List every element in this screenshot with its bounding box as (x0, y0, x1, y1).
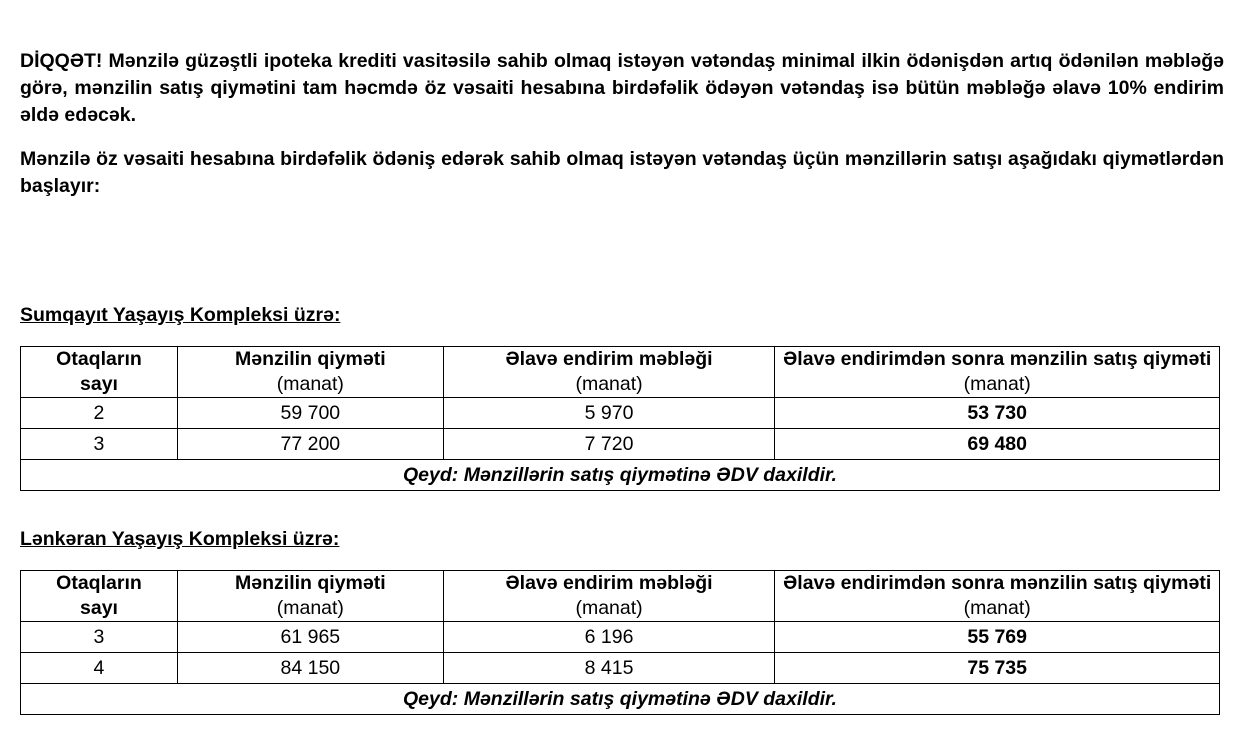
cell-price: 84 150 (176, 652, 444, 684)
table-row: 3 77 200 7 720 69 480 (20, 428, 1220, 460)
price-table-sumqayit: Otaqların sayı Mənzilin qiyməti (manat) Ə… (20, 346, 1220, 491)
cell-discount: 8 415 (442, 652, 776, 684)
table-2-title: Lənkəran Yaşayış Kompleksi üzrə: (20, 528, 340, 550)
cell-final: 69 480 (774, 428, 1220, 460)
notice-lead: DİQQƏT! (20, 50, 103, 72)
table-1-title: Sumqayıt Yaşayış Kompleksi üzrə: (20, 304, 341, 326)
header-discount: Əlavə endirim məbləği (manat) (442, 570, 776, 622)
cell-rooms: 3 (20, 621, 178, 653)
cell-rooms: 2 (20, 397, 178, 429)
notice-text: Mənzilə güzəştli ipoteka krediti vasitəs… (20, 50, 1224, 126)
table-row: 4 84 150 8 415 75 735 (20, 652, 1220, 684)
header-final: Əlavə endirimdən sonra mənzilin satış qi… (774, 570, 1220, 622)
header-discount: Əlavə endirim məbləği (manat) (442, 346, 776, 398)
cell-discount: 6 196 (442, 621, 776, 653)
note-row: Qeyd: Mənzillərin satış qiymətinə ƏDV da… (20, 683, 1220, 715)
cell-rooms: 4 (20, 652, 178, 684)
cell-discount: 5 970 (442, 397, 776, 429)
cell-discount: 7 720 (442, 428, 776, 460)
cell-price: 77 200 (176, 428, 444, 460)
price-table-lenkeran: Otaqların sayı Mənzilin qiyməti (manat) Ə… (20, 570, 1220, 715)
header-rooms: Otaqların sayı (20, 346, 178, 398)
cell-final: 53 730 (774, 397, 1220, 429)
table-row: 2 59 700 5 970 53 730 (20, 397, 1220, 429)
cell-final: 55 769 (774, 621, 1220, 653)
table-header-row: Otaqların sayı Mənzilin qiyməti (manat) Ə… (20, 570, 1220, 622)
table-row: 3 61 965 6 196 55 769 (20, 621, 1220, 653)
notice-paragraph: DİQQƏT! Mənzilə güzəştli ipoteka krediti… (20, 48, 1224, 129)
header-price: Mənzilin qiyməti (manat) (176, 346, 444, 398)
header-final: Əlavə endirimdən sonra mənzilin satış qi… (774, 346, 1220, 398)
intro-paragraph: Mənzilə öz vəsaiti hesabına birdəfəlik ö… (20, 148, 1224, 197)
table-header-row: Otaqların sayı Mənzilin qiyməti (manat) Ə… (20, 346, 1220, 398)
cell-rooms: 3 (20, 428, 178, 460)
vat-note: Qeyd: Mənzillərin satış qiymətinə ƏDV da… (20, 459, 1220, 491)
cell-price: 59 700 (176, 397, 444, 429)
note-row: Qeyd: Mənzillərin satış qiymətinə ƏDV da… (20, 459, 1220, 491)
vat-note: Qeyd: Mənzillərin satış qiymətinə ƏDV da… (20, 683, 1220, 715)
header-rooms: Otaqların sayı (20, 570, 178, 622)
cell-final: 75 735 (774, 652, 1220, 684)
cell-price: 61 965 (176, 621, 444, 653)
header-price: Mənzilin qiyməti (manat) (176, 570, 444, 622)
